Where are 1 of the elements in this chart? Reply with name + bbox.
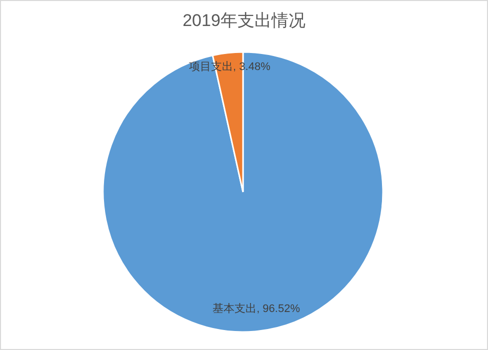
- chart-title: 2019年支出情况: [182, 11, 306, 30]
